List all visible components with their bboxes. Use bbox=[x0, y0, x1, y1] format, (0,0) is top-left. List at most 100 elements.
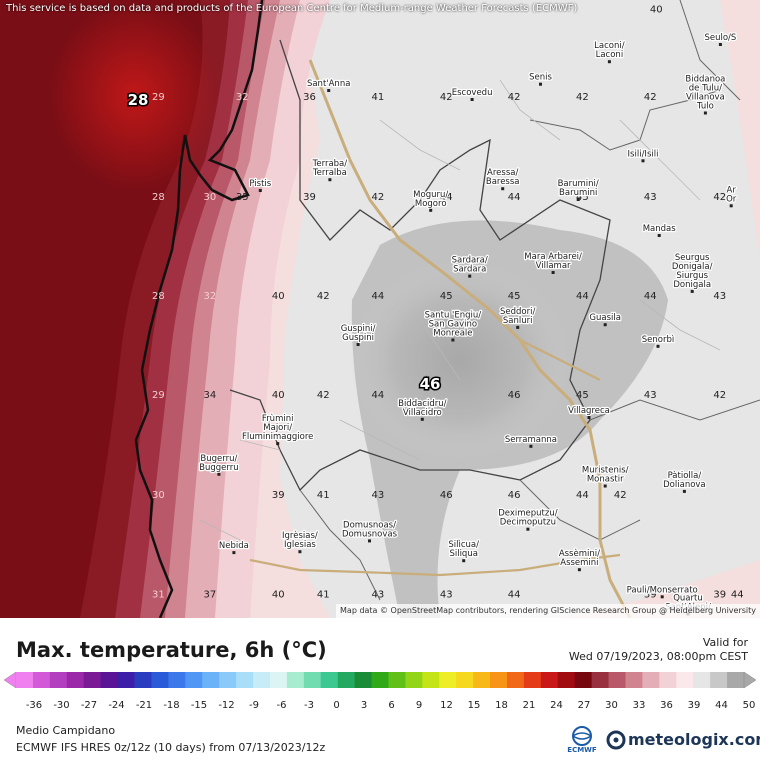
place-name-line: Sant'Anna bbox=[307, 79, 350, 89]
model-info: ECMWF IFS HRES 0z/12z (10 days) from 07/… bbox=[16, 741, 326, 754]
temp-value: 39 bbox=[303, 192, 316, 203]
place-label: Nebida bbox=[218, 540, 250, 555]
scale-cell bbox=[303, 672, 322, 688]
temp-value: 37 bbox=[204, 589, 217, 600]
place-name-line: Villamar bbox=[536, 261, 571, 271]
place-name-line: Domusnovas bbox=[342, 529, 398, 539]
place-label: Escovedu bbox=[450, 87, 494, 101]
place-name-line: Senis bbox=[529, 73, 552, 83]
place-marker bbox=[501, 187, 505, 191]
temperature-map[interactable]: 40 29 32 36 41 42 42 42 42 28 30 35 39 42 44 44 45 43 42 28… bbox=[0, 0, 760, 618]
scale-cell bbox=[676, 672, 694, 688]
place-name-line: Deximeputzu/ bbox=[498, 509, 557, 519]
place-label: Domusnoas/Domusnovas bbox=[341, 519, 399, 543]
color-scale: -36 -30 -27 -24 -21 -18 -15 -12 -9 -6 -3 0 3 6 9 12 15 18… bbox=[3, 671, 757, 711]
temp-value: 36 bbox=[303, 92, 316, 103]
place-name-line: Quartu bbox=[673, 593, 703, 603]
temp-value: 43 bbox=[713, 291, 726, 302]
scale-cell bbox=[473, 672, 491, 688]
temp-value: 28 bbox=[152, 192, 165, 203]
place-name-line: Terraba/ bbox=[312, 159, 348, 169]
temp-value: 45 bbox=[576, 192, 589, 203]
place-marker bbox=[703, 111, 707, 115]
scale-cell bbox=[710, 672, 728, 688]
scale-ticks: -36 -30 -27 -24 -21 -18 -15 -12 -9 -6 -3 0 3 6 9 12 15 18… bbox=[26, 700, 756, 711]
place-marker bbox=[551, 271, 555, 274]
place-label: Guasila bbox=[588, 312, 622, 327]
place-marker bbox=[258, 189, 262, 192]
temp-value: 44 bbox=[440, 192, 453, 203]
place-name-line: Assèmini/ bbox=[559, 548, 600, 559]
meteologix-link[interactable]: meteologix.com bbox=[628, 730, 760, 749]
place-name-line: Serramanna bbox=[505, 435, 557, 445]
scale-cell bbox=[456, 672, 474, 688]
place-name-line: Decimoputzu bbox=[500, 518, 556, 528]
temp-value: 40 bbox=[272, 390, 285, 401]
place-label: Sant'Anna bbox=[306, 78, 352, 92]
place-marker bbox=[690, 289, 694, 293]
temp-value: 45 bbox=[508, 291, 521, 302]
place-name-line: Laconi bbox=[596, 50, 624, 60]
temp-value: 46 bbox=[508, 390, 521, 401]
scale-cell bbox=[371, 672, 389, 688]
scale-tick-label: 39 bbox=[688, 700, 701, 711]
place-name-line: Santu 'Engiu/ bbox=[425, 311, 482, 321]
scale-tick-label: 36 bbox=[660, 700, 673, 711]
place-name-line: Barumini bbox=[559, 188, 597, 198]
scale-tick-label: 12 bbox=[440, 700, 453, 711]
temp-value: 42 bbox=[713, 390, 726, 401]
temp-value: 44 bbox=[731, 589, 744, 600]
scale-cell bbox=[574, 672, 593, 688]
temp-value: 42 bbox=[440, 92, 453, 103]
temp-value: 44 bbox=[508, 589, 521, 600]
place-marker bbox=[603, 323, 607, 327]
scale-cell bbox=[151, 672, 169, 688]
place-name-line: Moguru/ bbox=[413, 190, 448, 200]
place-marker bbox=[539, 82, 542, 86]
scale-tick-label: -9 bbox=[249, 700, 259, 711]
temp-value: 31 bbox=[152, 589, 165, 600]
place-name-line: Biddanoa bbox=[685, 75, 725, 85]
place-marker bbox=[298, 550, 302, 554]
temp-value: 29 bbox=[152, 390, 165, 401]
place-marker bbox=[656, 344, 660, 348]
place-name-line: Buggerru bbox=[199, 463, 238, 473]
place-name-line: Siliqua bbox=[449, 549, 477, 559]
place-name-line: Fluminimaggiore bbox=[242, 432, 313, 442]
temp-value: 45 bbox=[440, 291, 453, 302]
place-label: Biddacidru/Villacidro bbox=[397, 398, 448, 421]
map-attribution: Map data © OpenStreetMap contributors, r… bbox=[336, 604, 760, 618]
place-label: Igrèsias/Iglesias bbox=[281, 529, 319, 554]
place-marker bbox=[468, 274, 472, 278]
place-name-line: Siurgus bbox=[676, 271, 708, 281]
place-name-line: Or bbox=[726, 194, 737, 204]
temp-value: 41 bbox=[317, 490, 330, 501]
place-name-line: Laconi/ bbox=[594, 41, 625, 51]
place-name-line: Frùmini bbox=[262, 414, 294, 424]
temp-value: 29 bbox=[152, 92, 165, 103]
scale-cell bbox=[490, 672, 508, 688]
temp-value: 42 bbox=[614, 490, 627, 501]
scale-cell bbox=[16, 672, 34, 688]
place-marker bbox=[327, 89, 331, 92]
scale-cell bbox=[117, 672, 135, 688]
scale-cell bbox=[727, 672, 745, 688]
place-label: Mandas bbox=[641, 223, 677, 237]
place-name-line: Assemini bbox=[560, 558, 598, 568]
place-name-line: Pauli/Monserrato bbox=[627, 585, 698, 595]
place-marker bbox=[729, 204, 733, 208]
scale-tick-label: 33 bbox=[633, 700, 646, 711]
temp-value: 43 bbox=[440, 589, 453, 600]
place-marker bbox=[232, 551, 236, 555]
place-name-line: Baressa bbox=[486, 177, 520, 187]
temp-value: 46 bbox=[440, 490, 453, 501]
place-name-line: Bugerru/ bbox=[200, 454, 237, 464]
place-label: Pistis bbox=[248, 178, 273, 192]
temp-value: 40 bbox=[272, 291, 285, 302]
temp-value: 30 bbox=[204, 192, 217, 203]
temp-value: 39 bbox=[272, 490, 285, 501]
place-label: Villagreca bbox=[567, 405, 611, 419]
scale-tick-label: 30 bbox=[605, 700, 618, 711]
scale-tick-label: -24 bbox=[108, 700, 124, 711]
